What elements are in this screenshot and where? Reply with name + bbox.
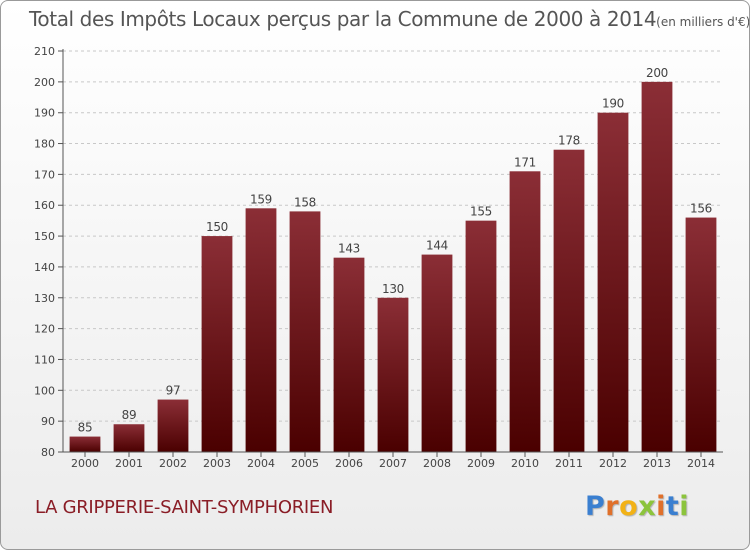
chart-title-unit: (en milliers d'€) — [656, 15, 750, 29]
bar-value-label: 158 — [294, 195, 316, 209]
y-tick-label: 110 — [34, 353, 55, 366]
bar-2002 — [157, 399, 189, 452]
x-tick-label: 2003 — [203, 457, 231, 470]
logo-letter: t — [665, 491, 680, 522]
logo-letter: i — [656, 491, 666, 522]
bar-2008 — [421, 254, 453, 452]
bar-2013 — [641, 81, 673, 452]
y-tick-label: 170 — [34, 168, 55, 181]
bar-value-label: 200 — [646, 66, 668, 80]
y-tick-label: 90 — [41, 415, 55, 428]
y-tick-label: 140 — [34, 261, 55, 274]
y-tick-label: 150 — [34, 230, 55, 243]
logo-letter: i — [679, 491, 690, 522]
y-tick-label: 120 — [34, 323, 55, 336]
bar-value-label: 150 — [206, 220, 228, 234]
y-tick-label: 210 — [34, 45, 55, 58]
bar-2007 — [377, 297, 409, 452]
logo-letter: x — [638, 491, 657, 522]
logo-letter: P — [585, 491, 606, 522]
x-tick-label: 2012 — [599, 457, 627, 470]
bar-2005 — [289, 211, 321, 452]
commune-name: LA GRIPPERIE-SAINT-SYMPHORIEN — [35, 497, 334, 518]
bar-value-label: 155 — [470, 205, 492, 219]
x-tick-label: 2000 — [71, 457, 99, 470]
bar-2009 — [465, 220, 497, 452]
x-tick-label: 2013 — [643, 457, 671, 470]
y-tick-label: 100 — [34, 384, 55, 397]
x-tick-label: 2005 — [291, 457, 319, 470]
bar-value-label: 144 — [426, 239, 448, 253]
x-tick-label: 2007 — [379, 457, 407, 470]
chart-title: Total des Impôts Locaux perçus par la Co… — [29, 7, 750, 31]
proxiti-logo: Proxiti — [585, 491, 689, 522]
logo-letter: r — [605, 491, 620, 522]
x-tick-label: 2009 — [467, 457, 495, 470]
x-tick-label: 2010 — [511, 457, 539, 470]
bar-value-label: 89 — [122, 408, 137, 422]
bar-2003 — [201, 236, 233, 452]
y-tick-label: 160 — [34, 199, 55, 212]
logo-letter: o — [619, 491, 639, 522]
x-tick-label: 2014 — [687, 457, 715, 470]
bar-2011 — [553, 149, 585, 452]
chart-title-main: Total des Impôts Locaux perçus par la Co… — [29, 7, 657, 31]
x-tick-label: 2002 — [159, 457, 187, 470]
bar-2001 — [113, 424, 145, 452]
bar-value-label: 97 — [166, 384, 181, 398]
bar-2000 — [69, 436, 101, 452]
bar-2014 — [685, 217, 717, 452]
x-tick-label: 2004 — [247, 457, 275, 470]
bar-value-label: 190 — [602, 97, 624, 111]
x-tick-label: 2011 — [555, 457, 583, 470]
bar-2010 — [509, 171, 541, 453]
bar-2004 — [245, 208, 277, 452]
bar-value-label: 85 — [78, 421, 93, 435]
y-tick-label: 130 — [34, 292, 55, 305]
bar-value-label: 178 — [558, 134, 580, 148]
bar-2012 — [597, 112, 629, 452]
y-tick-label: 180 — [34, 138, 55, 151]
x-tick-label: 2001 — [115, 457, 143, 470]
bar-value-label: 171 — [514, 155, 536, 169]
bar-value-label: 156 — [690, 202, 712, 216]
bar-value-label: 130 — [382, 282, 404, 296]
bar-2006 — [333, 257, 365, 452]
y-tick-label: 80 — [41, 446, 55, 459]
bar-value-label: 143 — [338, 242, 360, 256]
x-tick-label: 2008 — [423, 457, 451, 470]
x-tick-label: 2006 — [335, 457, 363, 470]
y-tick-label: 200 — [34, 76, 55, 89]
bar-value-label: 159 — [250, 192, 272, 206]
y-tick-label: 190 — [34, 107, 55, 120]
